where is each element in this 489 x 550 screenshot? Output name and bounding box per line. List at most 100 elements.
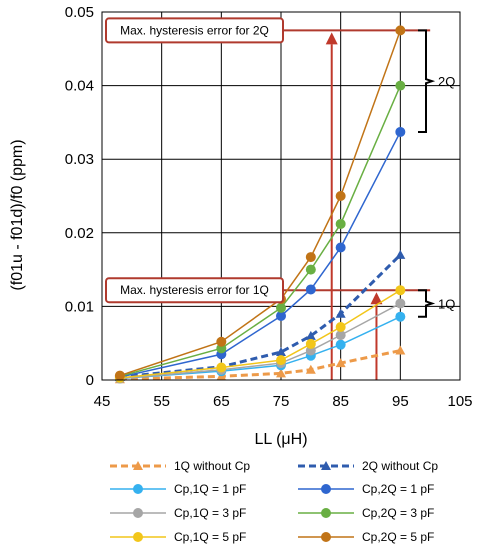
y-tick-label: 0.01 [65, 298, 94, 315]
x-tick-label: 85 [332, 393, 349, 410]
legend-item: Cp,1Q = 1 pF [110, 482, 246, 496]
series-line [119, 30, 402, 377]
data-point [395, 126, 406, 137]
y-tick-label: 0.05 [65, 4, 94, 21]
data-point [133, 508, 143, 518]
y-tick-label: 0.03 [65, 151, 94, 168]
data-point [133, 532, 143, 542]
legend-label: 1Q without Cp [174, 459, 250, 473]
range-brace [418, 29, 436, 133]
legend-label: Cp,2Q = 3 pF [362, 506, 434, 520]
data-point [335, 218, 346, 229]
x-tick-label: 95 [392, 393, 409, 410]
data-point [276, 355, 286, 366]
series-line [119, 316, 401, 380]
data-point [276, 368, 286, 378]
data-point [276, 302, 286, 313]
series [114, 298, 406, 384]
data-point [395, 345, 406, 355]
series-line [119, 349, 401, 381]
legend-label: Cp,1Q = 1 pF [174, 482, 246, 496]
data-point [335, 330, 346, 341]
y-tick-label: 0.04 [65, 78, 94, 95]
series-line [119, 289, 401, 379]
annotation-label: Max. hysteresis error for 1Q [120, 283, 269, 297]
legend-item: Cp,1Q = 5 pF [110, 530, 246, 544]
arrow-head [370, 292, 383, 305]
data-point [305, 264, 316, 275]
x-tick-label: 105 [447, 393, 472, 410]
data-point [335, 339, 346, 350]
annotation-boxes: Max. hysteresis error for 2Q Max. hystere… [105, 17, 455, 318]
series [114, 80, 406, 382]
legend: 1Q without Cp 2Q without Cp Cp,1Q = 1 pF Cp… [110, 459, 438, 544]
data-point [276, 347, 286, 357]
annotation-box [105, 277, 284, 304]
data-point [114, 370, 125, 381]
legend-item: 2Q without Cp [298, 459, 438, 473]
legend-item: Cp,1Q = 3 pF [110, 506, 246, 520]
arrow-head [325, 32, 338, 45]
annotation-label: Max. hysteresis error for 2Q [120, 23, 269, 37]
data-point [321, 484, 331, 494]
x-axis-title: LL (μH) [254, 431, 307, 448]
data-point [335, 322, 346, 333]
y-axis-title: (f01u - f01d)/f0 (ppm) [9, 139, 26, 290]
x-tick-label: 55 [153, 393, 170, 410]
y-tick-label: 0.02 [65, 225, 94, 242]
y-tick-label: 0 [86, 372, 94, 389]
data-point [133, 484, 143, 494]
series-line [119, 131, 401, 378]
range-brace [418, 289, 436, 318]
data-point [395, 285, 406, 296]
data-point [335, 308, 346, 318]
data-point [276, 310, 286, 321]
data-point [321, 532, 331, 542]
series-layer [114, 25, 406, 384]
legend-label: Cp,1Q = 3 pF [174, 506, 246, 520]
data-point [305, 338, 316, 349]
series-line [119, 85, 402, 378]
legend-item: Cp,2Q = 1 pF [298, 482, 434, 496]
data-point [395, 80, 406, 91]
brace-label: 2Q [438, 74, 455, 89]
series [114, 25, 406, 381]
legend-label: Cp,1Q = 5 pF [174, 530, 246, 544]
series [114, 249, 406, 382]
data-point [395, 249, 406, 259]
annotation-box [105, 17, 284, 44]
data-point [305, 284, 316, 295]
data-point [335, 358, 346, 368]
axes: 45 55 65 75 85 95 105 0 0.01 0.02 0.03 0.04 0.05 [65, 4, 473, 410]
legend-label: 2Q without Cp [362, 459, 438, 473]
data-point [321, 461, 331, 470]
legend-item: Cp,2Q = 5 pF [298, 530, 434, 544]
x-tick-label: 65 [213, 393, 230, 410]
legend-label: Cp,2Q = 1 pF [362, 482, 434, 496]
data-point [335, 242, 346, 253]
data-point [321, 508, 331, 518]
series-line [119, 253, 402, 379]
series [114, 345, 406, 384]
legend-item: 1Q without Cp [110, 459, 250, 473]
data-point [335, 191, 346, 201]
data-point [305, 252, 316, 263]
data-point [305, 364, 316, 374]
series-line [119, 302, 401, 380]
data-point [216, 336, 227, 347]
x-tick-label: 45 [94, 393, 111, 410]
data-point [395, 298, 406, 309]
grid-lines [101, 11, 461, 381]
plot-frame [101, 11, 461, 381]
data-point [216, 362, 227, 373]
data-point [133, 461, 143, 470]
x-tick-label: 75 [273, 393, 290, 410]
legend-item: Cp,2Q = 3 pF [298, 506, 434, 520]
data-point [395, 25, 406, 36]
series [114, 126, 406, 383]
legend-label: Cp,2Q = 5 pF [362, 530, 434, 544]
brace-label: 1Q [438, 296, 455, 311]
data-point [395, 311, 406, 322]
data-point [305, 330, 316, 340]
